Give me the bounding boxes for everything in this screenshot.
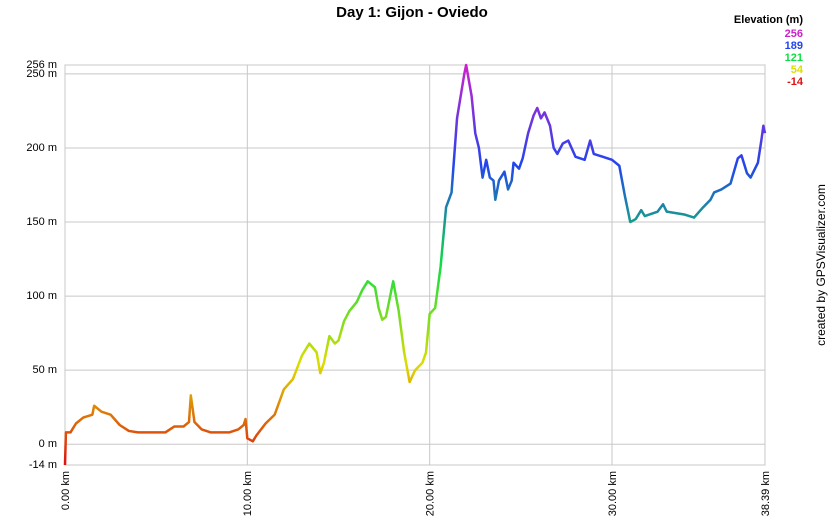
x-tick-label: 10.00 km: [242, 471, 254, 516]
x-tick-label: 38.39 km: [760, 471, 772, 516]
legend-value: -14: [787, 76, 804, 88]
chart-title: Day 1: Gijon - Oviedo: [336, 4, 488, 21]
elevation-line: [63, 63, 767, 466]
y-tick-label: 256 m: [26, 59, 57, 71]
x-tick-label: 30.00 km: [607, 471, 619, 516]
credit: created by GPSVisualizer.com: [814, 184, 828, 346]
y-tick-label: 0 m: [39, 438, 57, 450]
y-tick-label: 150 m: [26, 216, 57, 228]
legend-value: 189: [785, 40, 803, 52]
legend-value: 54: [791, 64, 804, 76]
plot-frame: [64, 64, 766, 466]
y-tick-label: -14 m: [29, 459, 57, 471]
y-tick-label: 100 m: [26, 290, 57, 302]
x-tick-label: 0.00 km: [60, 471, 72, 510]
y-tick-label: 200 m: [26, 142, 57, 154]
y-tick-label: 250 m: [26, 68, 57, 80]
legend-title: Elevation (m): [734, 14, 803, 26]
y-tick-label: 50 m: [33, 364, 57, 376]
legend-value: 121: [785, 52, 803, 64]
x-tick-label: 20.00 km: [425, 471, 437, 516]
legend-value: 256: [785, 28, 803, 40]
